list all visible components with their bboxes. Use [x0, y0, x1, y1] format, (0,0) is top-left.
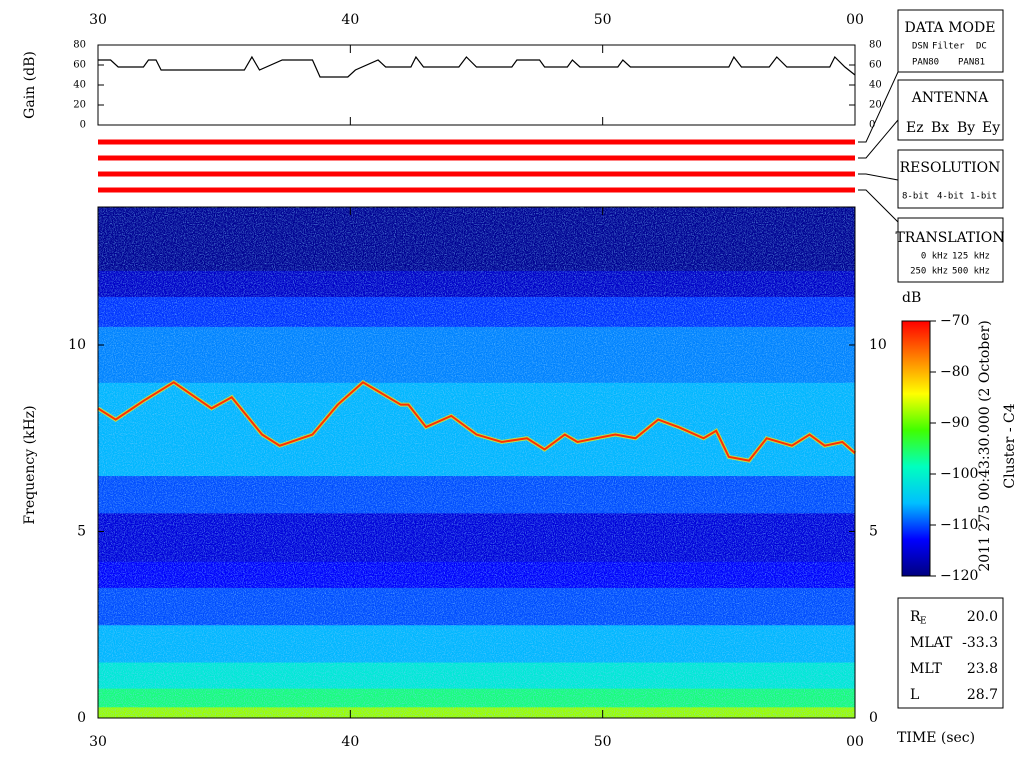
antenna-box: ANTENNA Ez Bx By Ey	[897, 79, 1004, 141]
antenna-item: By	[957, 120, 975, 136]
colorbar-tick-label: −110	[940, 517, 978, 533]
spacecraft: Cluster - C4	[1002, 403, 1018, 488]
y-tick-label: 0	[869, 710, 878, 726]
antenna-item: Ez	[906, 120, 924, 136]
resolution-box: RESOLUTION 8-bit 4-bit 1-bit	[897, 149, 1004, 209]
x-tick-label: 40	[341, 734, 359, 750]
antenna-item: Bx	[931, 120, 949, 136]
mode-item: DC	[976, 42, 987, 52]
colorbar	[901, 320, 931, 577]
y-tick-label: 40	[73, 80, 86, 91]
box-title: RESOLUTION	[900, 160, 1001, 176]
info-label: MLAT	[910, 635, 953, 651]
y-axis-title: Gain (dB)	[22, 51, 38, 119]
info-value: 23.8	[967, 661, 998, 677]
colorbar-tick-label: −70	[940, 313, 970, 329]
y-tick-label: 0	[77, 710, 86, 726]
colorbar-tick-label: −120	[940, 568, 978, 584]
box-title: DATA MODE	[905, 20, 996, 36]
mode-item: DSN	[912, 42, 928, 52]
x-axis-title: TIME (sec)	[897, 730, 975, 746]
info-sub: E	[920, 617, 927, 627]
y-tick-label: 20	[869, 100, 882, 111]
plot-frame	[97, 206, 856, 719]
x-tick-label: 00	[846, 12, 864, 28]
y-tick-label: 5	[869, 524, 878, 540]
y-tick-label: 80	[73, 40, 86, 51]
noise-texture	[98, 207, 855, 718]
y-tick-label: 80	[869, 40, 882, 51]
y-tick-label: 20	[73, 100, 86, 111]
data-mode-box: DATA MODE DSN Filter DC PAN80 PAN81	[897, 9, 1004, 73]
translation-item: 500 kHz	[952, 267, 990, 277]
x-tick-label: 50	[594, 734, 612, 750]
y-tick-label: 40	[869, 80, 882, 91]
x-tick-label: 40	[341, 12, 359, 28]
translation-item: 125 kHz	[952, 252, 990, 262]
connectors	[858, 71, 899, 223]
info-box	[897, 597, 1004, 709]
y-tick-label: 0	[80, 120, 86, 131]
mode-item: PAN81	[958, 58, 985, 68]
y-tick-label: 5	[77, 524, 86, 540]
mode-item: PAN80	[912, 58, 939, 68]
translation-item: 250 kHz	[910, 267, 948, 277]
x-tick-label: 30	[89, 734, 107, 750]
y-tick-label: 60	[73, 60, 86, 71]
info-label: L	[910, 687, 919, 703]
translation-item: 0 kHz	[921, 252, 948, 262]
colorbar-title: dB	[902, 290, 921, 306]
antenna-item: Ey	[982, 120, 1000, 136]
box-title: ANTENNA	[911, 90, 989, 106]
x-tick-label: 30	[89, 12, 107, 28]
emission-trace	[97, 381, 856, 462]
box-title: TRANSLATION	[895, 230, 1004, 246]
mode-item: Filter	[932, 42, 965, 52]
gain-line	[98, 55, 856, 78]
colorbar-tick-label: −100	[940, 466, 978, 482]
y-tick-label: 10	[68, 337, 86, 353]
resolution-item: 4-bit	[937, 192, 964, 202]
info-value: -33.3	[962, 635, 998, 651]
red-bars	[98, 139, 855, 193]
y-tick-label: 60	[869, 60, 882, 71]
info-label: MLT	[910, 661, 942, 677]
colorbar-tick-label: −80	[940, 364, 970, 380]
resolution-item: 1-bit	[970, 192, 997, 202]
x-tick-label: 00	[846, 734, 864, 750]
translation-box: TRANSLATION 0 kHz 125 kHz 250 kHz 500 kH…	[895, 217, 1005, 283]
y-axis-title: Frequency (kHz)	[22, 405, 38, 524]
colorbar-tick-label: −90	[940, 415, 970, 431]
timestamp: 2011 275 00:43:30.000 (2 October)	[977, 320, 993, 571]
info-value: 28.7	[967, 687, 998, 703]
info-value: 20.0	[967, 609, 998, 625]
resolution-item: 8-bit	[902, 192, 929, 202]
info-label: R	[910, 609, 921, 625]
y-tick-label: 0	[869, 120, 875, 131]
x-tick-label: 50	[594, 12, 612, 28]
plot-frame	[97, 44, 856, 126]
y-tick-label: 10	[869, 337, 887, 353]
